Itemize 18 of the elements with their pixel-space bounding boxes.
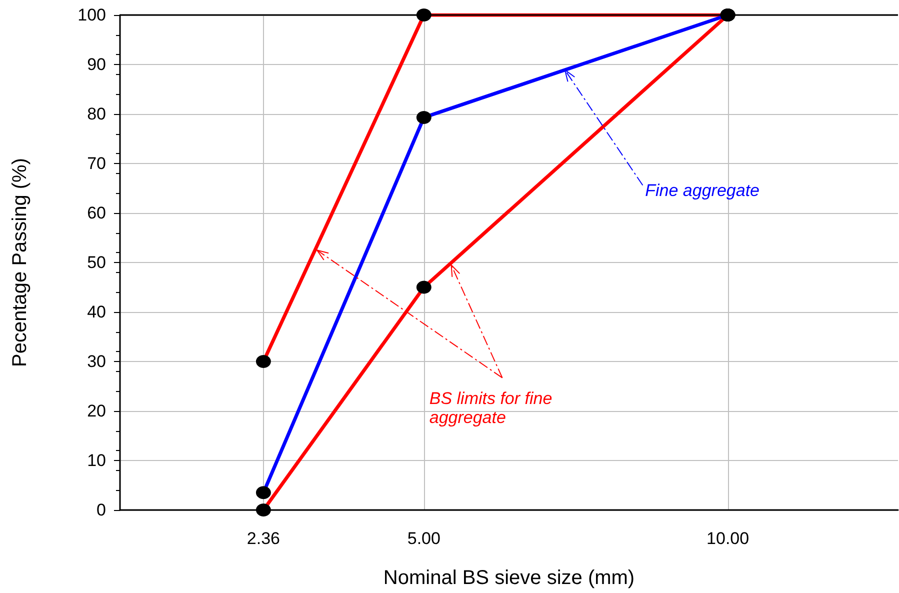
y-tick-label: 20 <box>87 402 106 420</box>
annotation: Fine aggregate <box>645 180 761 200</box>
annotation: BS limits for fine aggregate <box>429 388 554 427</box>
y-tick-label: 0 <box>96 500 106 520</box>
y-tick-label: 60 <box>87 204 106 222</box>
y-tick-label: 70 <box>87 154 106 173</box>
x-tick-label: 5.00 <box>407 529 440 548</box>
y-tick-label: 90 <box>87 55 106 74</box>
x-tick-label: 10.00 <box>706 529 750 548</box>
y-tick-label: 100 <box>78 6 106 24</box>
y-tick-label: 50 <box>87 253 106 272</box>
x-axis-title: Nominal BS sieve size (mm) <box>383 567 635 589</box>
y-tick-label: 30 <box>87 352 106 371</box>
y-axis-title: Pecentage Passing (%) <box>9 158 31 368</box>
y-tick-label: 80 <box>87 104 106 124</box>
y-tick-label: 40 <box>87 302 106 322</box>
x-tick-label: 2.36 <box>246 529 280 548</box>
y-tick-label: 10 <box>87 451 106 470</box>
